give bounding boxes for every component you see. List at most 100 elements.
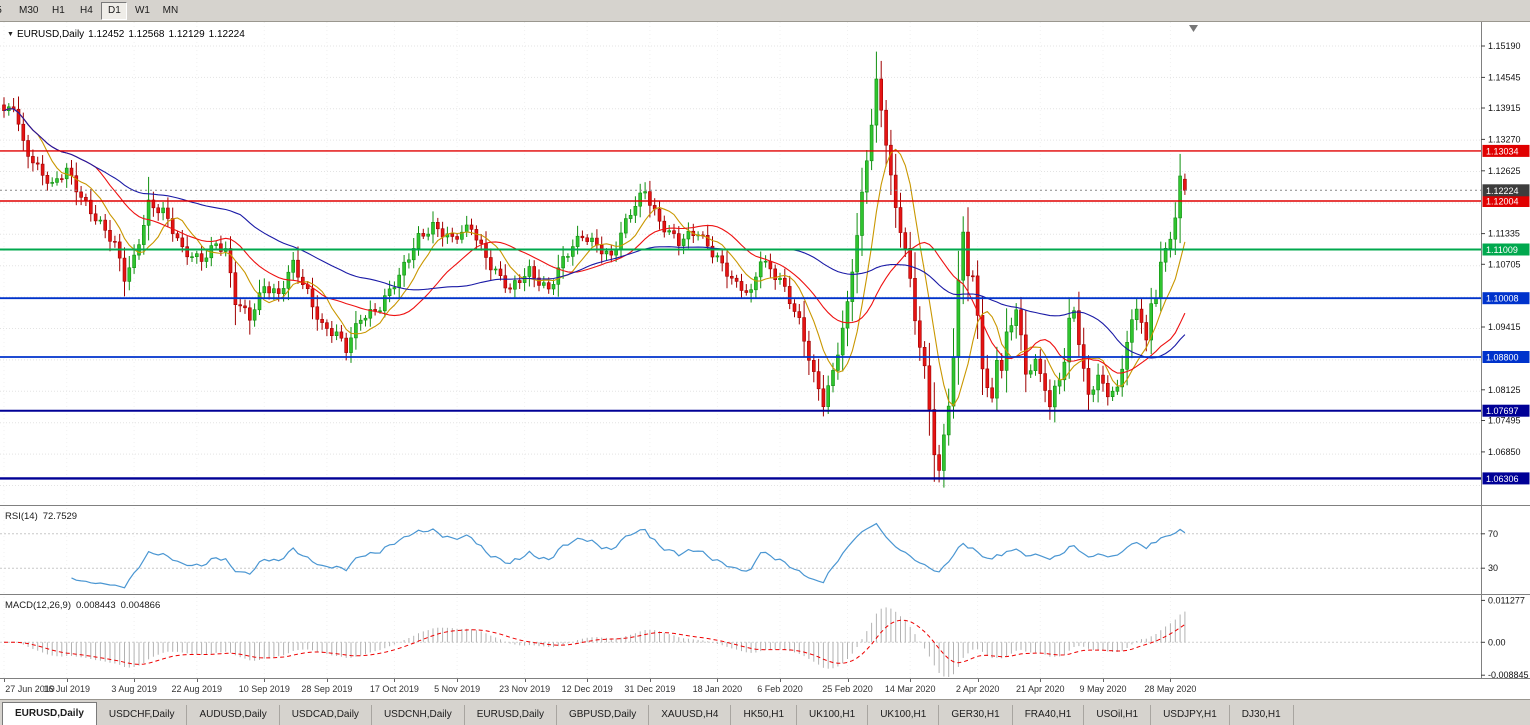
date-label: 9 May 2020 (1079, 684, 1127, 694)
chart-window: 1.15190 1.14545 1.13915 1.13270 1.12625 1.113… (0, 22, 1530, 678)
price-label-text: 1.10008 (1486, 294, 1519, 304)
price-tick-label: 1.13270 (1488, 134, 1521, 144)
price-axis[interactable]: 1.15190 1.14545 1.13915 1.13270 1.12625 1.113… (1481, 41, 1530, 678)
macd-indicator-label: MACD(12,26,9) 0.008443 0.004866 (5, 600, 165, 611)
chart-tab-USOil-H1[interactable]: USOil,H1 (1084, 705, 1152, 725)
price-label-text: 1.07697 (1486, 406, 1519, 416)
price-label-box (1482, 404, 1530, 417)
date-label: 12 Dec 2019 (561, 684, 613, 694)
price-tick-label: 1.07495 (1488, 416, 1521, 426)
date-label: 27 Jun 2019 (5, 684, 55, 694)
macd-panel (0, 607, 1481, 677)
date-tick (847, 679, 849, 682)
chart-tab-USDCNH-Daily[interactable]: USDCNH,Daily (372, 705, 465, 725)
chart-tab-XAUUSD-H4[interactable]: XAUUSD,H4 (649, 705, 732, 725)
date-label: 21 Apr 2020 (1016, 684, 1065, 694)
macd-value: 0.008443 (76, 600, 116, 611)
date-label: 16 Jul 2019 (43, 684, 90, 694)
ma-line-50 (3, 108, 1186, 359)
date-tick (717, 679, 719, 682)
rsi-panel (0, 522, 1481, 589)
panel-separator (0, 594, 1530, 595)
date-tick (1040, 679, 1042, 682)
ma-line-20 (3, 108, 1186, 374)
price-label-box (1482, 472, 1530, 485)
ma-line-8 (3, 108, 1186, 407)
timeframe-button-W1[interactable]: W1 (134, 4, 150, 16)
date-label: 6 Feb 2020 (757, 684, 803, 694)
chart-symbol: EURUSD,Daily (16, 29, 85, 40)
date-tick (649, 679, 651, 682)
chart-tab-AUDUSD-Daily[interactable]: AUDUSD,Daily (187, 705, 280, 725)
price-label-box (1482, 184, 1530, 197)
price-label-box (1482, 144, 1530, 157)
price-label-box (1482, 351, 1530, 363)
timeframe-button-D1[interactable]: D1 (101, 1, 128, 20)
time-scale[interactable]: 27 Jun 2019 16 Jul 2019 3 Aug 2019 22 Aug 2… (0, 678, 1530, 699)
date-tick (264, 679, 266, 682)
chart-tabs-bar: EURUSD,Daily USDCHF,Daily AUDUSD,Daily USDC… (0, 699, 1530, 725)
date-label: 3 Aug 2019 (111, 684, 157, 694)
timeframe-button-MN[interactable]: MN (162, 4, 179, 16)
ohlc-close: 1.12224 (208, 29, 245, 40)
date-label: 25 Feb 2020 (822, 684, 873, 694)
chart-tab-USDCHF-Daily[interactable]: USDCHF,Daily (97, 705, 188, 725)
price-label-text: 1.08800 (1486, 353, 1519, 363)
date-label: 2 Apr 2020 (955, 684, 1000, 694)
chart-tab-DJ30-H1[interactable]: DJ30,H1 (1230, 705, 1294, 725)
date-label: 18 Jan 2020 (692, 684, 743, 694)
chart-shift-marker-icon (1189, 25, 1198, 32)
price-tick-label: 1.13915 (1488, 103, 1521, 113)
chart-tab-EURUSD-Daily[interactable]: EURUSD,Daily (465, 705, 557, 725)
rsi-tick-label: 70 (1488, 529, 1498, 539)
macd-tick-label: 0.00 (1488, 637, 1506, 647)
date-tick (394, 679, 396, 682)
chart-tab-USDJPY-H1[interactable]: USDJPY,H1 (1151, 705, 1230, 725)
macd-tick-label: 0.011277 (1488, 595, 1525, 605)
date-tick (1170, 679, 1172, 682)
date-tick (524, 679, 526, 682)
date-label: 28 Sep 2019 (301, 684, 353, 694)
price-tick-label: 1.08125 (1488, 385, 1521, 395)
chart-tab-UK100-H1[interactable]: UK100,H1 (797, 705, 869, 725)
price-chart-canvas[interactable]: 1.15190 1.14545 1.13915 1.13270 1.12625 1.113… (0, 22, 1530, 678)
panel-separator-hl (0, 595, 1530, 596)
rsi-indicator-label: RSI(14) 72.7529 (5, 511, 82, 522)
timeframe-button-H4[interactable]: H4 (80, 4, 93, 16)
chart-tab-USDCAD-Daily[interactable]: USDCAD,Daily (280, 705, 372, 725)
price-label-box (1482, 292, 1530, 305)
price-tick-label: 1.09415 (1488, 322, 1521, 332)
macd-tick-label: -0.008845 (1488, 670, 1529, 678)
date-tick (134, 679, 136, 682)
date-label: 28 May 2020 (1144, 684, 1197, 694)
chart-tab-UK100-H1[interactable]: UK100,H1 (868, 705, 940, 725)
chart-tab-FRA40-H1[interactable]: FRA40,H1 (1013, 705, 1085, 725)
chart-tab-GER30-H1[interactable]: GER30,H1 (939, 705, 1013, 725)
date-tick (196, 679, 198, 682)
date-label: 14 Mar 2020 (884, 684, 936, 694)
date-tick (587, 679, 589, 682)
date-tick (457, 679, 459, 682)
date-tick (66, 679, 68, 682)
price-tick-label: 1.14545 (1488, 72, 1521, 82)
timeframe-toolbar: 5 M30 H1 H4 D1 W1 MN (0, 0, 1530, 22)
price-tick-label: 1.12625 (1488, 166, 1521, 176)
date-tick (1103, 679, 1104, 682)
price-label-box (1482, 195, 1530, 207)
timeframe-button-M30[interactable]: M30 (19, 4, 39, 16)
date-tick (4, 679, 5, 682)
rsi-value: 72.7529 (42, 511, 78, 522)
price-label-text: 1.13034 (1486, 146, 1519, 156)
price-label-text: 1.12224 (1486, 186, 1519, 196)
chart-ohlc-title: ▼ EURUSD,Daily 1.12452 1.12568 1.12129 1.1222… (7, 29, 249, 40)
macd-signal-value: 0.004866 (120, 600, 161, 611)
chart-tab-EURUSD-Daily[interactable]: EURUSD,Daily (2, 702, 97, 725)
price-tick-label: 1.11335 (1488, 229, 1520, 239)
rsi-line (71, 522, 1186, 589)
date-label: 23 Nov 2019 (499, 684, 551, 694)
timeframe-button-5[interactable]: 5 (0, 2, 12, 20)
timeframe-button-H1[interactable]: H1 (52, 4, 65, 16)
chart-tab-HK50-H1[interactable]: HK50,H1 (731, 705, 798, 725)
macd-name: MACD(12,26,9) (5, 600, 71, 611)
chart-tab-GBPUSD-Daily[interactable]: GBPUSD,Daily (557, 705, 650, 725)
